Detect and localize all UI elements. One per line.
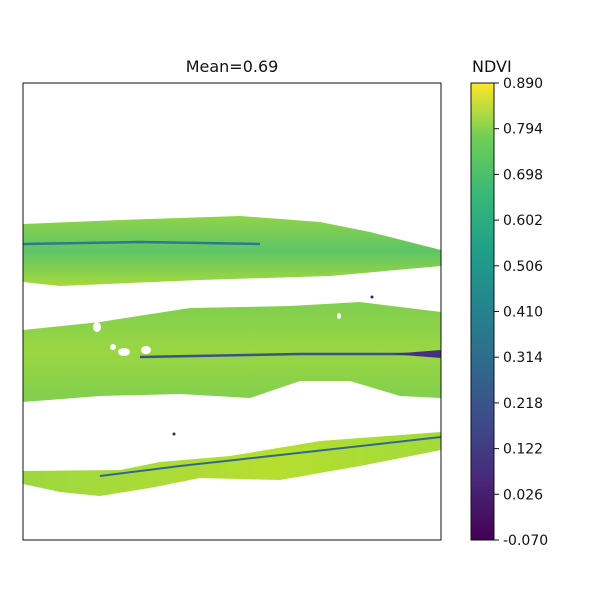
noise-dot [370,295,374,299]
colorbar-tick-label: 0.794 [503,122,543,138]
colorbar-tick-label: 0.890 [503,76,543,92]
colorbar-tick-label: 0.218 [503,396,543,412]
colorbar-tick-label: 0.026 [503,487,543,503]
colorbar-label: NDVI [472,57,512,76]
colorbar-gradient [470,82,495,541]
noise-dot [172,432,176,436]
colorbar-tick-label: -0.070 [503,533,548,549]
colorbar-tick-label: 0.506 [503,259,543,275]
colorbar: NDVI 0.890 0.794 0.698 0.602 0.506 0.410 0.314… [470,57,548,549]
leaf-3 [23,432,441,496]
leaf-2-holes [93,313,341,356]
colorbar-tick-label: 0.698 [503,167,543,183]
axes-frame [22,82,442,541]
leaf-2 [23,302,441,402]
colorbar-tick-label: 0.410 [503,305,543,321]
leaf-1 [23,216,441,286]
colorbar-tick-label: 0.602 [503,213,543,229]
leaf-1-midrib [22,240,261,246]
leaf-2-midrib-end [390,350,441,358]
leaf-3-vein [99,436,442,477]
colorbar-tick-label: 0.122 [503,442,543,458]
ndvi-image [22,82,442,541]
chart-title: Mean=0.69 [186,57,279,76]
colorbar-tick-label: 0.314 [503,350,543,366]
